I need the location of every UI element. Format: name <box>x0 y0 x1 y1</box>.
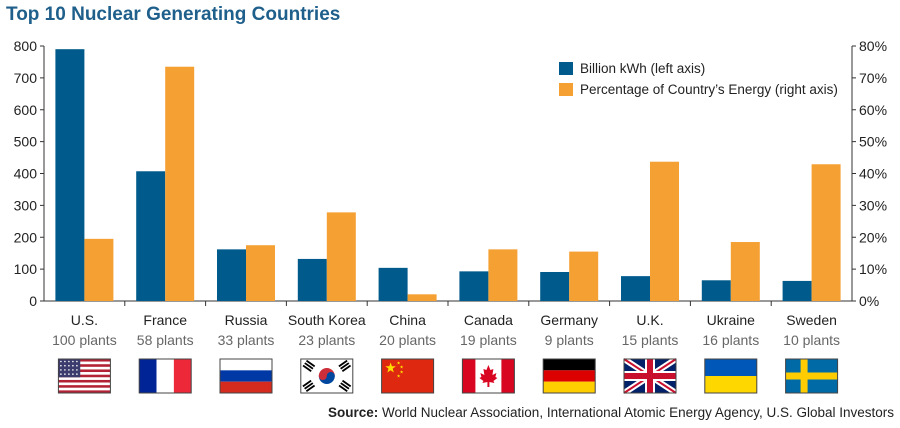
south-korea-flag-icon <box>300 358 354 394</box>
right-tick-label: 80% <box>859 38 887 54</box>
right-tick-label: 0% <box>859 293 879 309</box>
left-tick-label: 100 <box>14 261 38 277</box>
bar-percentage <box>407 294 437 301</box>
left-tick-label: 700 <box>14 70 38 86</box>
china-flag-icon <box>381 358 435 394</box>
bar-percentage <box>650 161 679 301</box>
legend-swatch <box>559 62 573 75</box>
chart-bars <box>55 49 841 301</box>
canada-flag-icon <box>461 358 515 394</box>
right-tick-label: 70% <box>859 70 887 86</box>
bar-billion-kwh <box>540 271 570 301</box>
right-tick-label: 40% <box>859 166 887 182</box>
bar-billion-kwh <box>136 171 166 301</box>
category-label: Russia <box>225 312 268 328</box>
left-tick-label: 800 <box>14 38 38 54</box>
france-flag-icon <box>138 358 192 394</box>
left-tick-label: 300 <box>14 197 38 213</box>
bar-percentage <box>569 251 599 301</box>
left-tick-label: 400 <box>14 166 38 182</box>
bar-percentage <box>246 245 275 301</box>
left-tick-label: 200 <box>14 229 38 245</box>
germany-flag-icon <box>542 358 596 394</box>
ukraine-flag-icon <box>704 358 758 394</box>
bar-percentage <box>165 66 195 301</box>
source-line: Source: World Nuclear Association, Inter… <box>328 405 894 420</box>
bar-percentage <box>811 164 841 301</box>
bar-billion-kwh <box>701 280 731 301</box>
plant-count-label: 19 plants <box>460 332 517 348</box>
russia-flag-icon <box>219 358 273 394</box>
category-label: South Korea <box>288 312 366 328</box>
flag-row <box>57 356 839 396</box>
left-tick-label: 500 <box>14 134 38 150</box>
bar-billion-kwh <box>297 258 327 301</box>
bar-billion-kwh <box>459 271 489 301</box>
right-tick-label: 50% <box>859 134 887 150</box>
bar-billion-kwh <box>55 49 85 301</box>
category-label: Ukraine <box>707 312 755 328</box>
bar-billion-kwh <box>217 249 246 301</box>
left-tick-label: 0 <box>29 293 37 309</box>
right-tick-label: 10% <box>859 261 887 277</box>
plant-count-label: 15 plants <box>622 332 679 348</box>
plant-count-label: 16 plants <box>702 332 759 348</box>
plant-count-label: 100 plants <box>52 332 117 348</box>
source-text: World Nuclear Association, International… <box>382 405 894 420</box>
category-labels: U.S. 100 plants France 58 plants Russia 33 pl… <box>52 312 840 348</box>
category-label: France <box>143 312 187 328</box>
sweden-flag-icon <box>785 358 839 394</box>
category-label: Canada <box>464 312 513 328</box>
category-label: Germany <box>540 312 598 328</box>
plant-count-label: 23 plants <box>298 332 355 348</box>
category-label: China <box>389 312 426 328</box>
source-label: Source: <box>327 405 379 420</box>
category-label: U.S. <box>71 312 98 328</box>
plant-count-label: 33 plants <box>218 332 275 348</box>
plant-count-label: 20 plants <box>379 332 436 348</box>
us-flag-icon <box>57 358 111 394</box>
chart-title: Top 10 Nuclear Generating Countries <box>6 4 341 25</box>
legend-label: Billion kWh (left axis) <box>580 61 705 76</box>
right-tick-label: 20% <box>859 229 887 245</box>
left-tick-label: 600 <box>14 102 38 118</box>
plant-count-label: 9 plants <box>545 332 594 348</box>
category-label: U.K. <box>636 312 663 328</box>
chart-legend: Billion kWh (left axis) Percentage of Cou… <box>559 61 838 97</box>
uk-flag-icon <box>622 356 678 396</box>
bar-percentage <box>326 212 356 301</box>
plant-count-label: 58 plants <box>137 332 194 348</box>
right-tick-label: 30% <box>859 197 887 213</box>
bar-percentage <box>730 242 760 301</box>
plant-count-label: 10 plants <box>783 332 840 348</box>
bar-billion-kwh <box>378 267 408 301</box>
category-label: Sweden <box>786 312 837 328</box>
legend-label: Percentage of Country’s Energy (right ax… <box>580 82 838 97</box>
bar-billion-kwh <box>782 280 812 301</box>
right-tick-label: 60% <box>859 102 887 118</box>
bar-billion-kwh <box>621 276 650 301</box>
bar-percentage <box>488 249 518 301</box>
bar-percentage <box>84 238 114 301</box>
legend-swatch <box>559 83 573 96</box>
